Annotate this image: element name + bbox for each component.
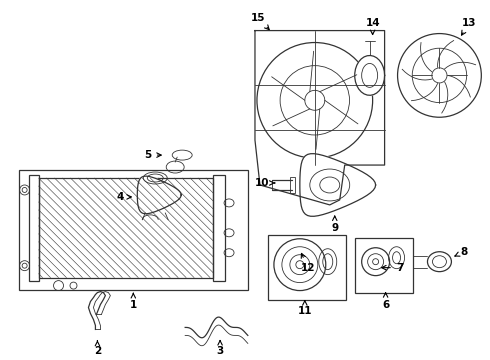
Text: 15: 15 [251, 13, 269, 30]
Bar [268, 235, 346, 300]
Bar [290, 177, 295, 193]
Polygon shape [255, 31, 385, 205]
Polygon shape [137, 176, 181, 214]
Text: 6: 6 [382, 293, 389, 310]
Text: 11: 11 [297, 301, 312, 316]
Bar [28, 175, 39, 280]
Bar [19, 170, 248, 289]
Text: 12: 12 [300, 253, 315, 273]
Polygon shape [300, 154, 376, 216]
Text: 2: 2 [94, 341, 101, 356]
Text: 14: 14 [366, 18, 380, 35]
Text: 8: 8 [455, 247, 468, 257]
Text: 3: 3 [217, 341, 224, 356]
Text: 13: 13 [462, 18, 477, 35]
Text: 5: 5 [145, 150, 161, 160]
Text: 7: 7 [382, 263, 403, 273]
Polygon shape [355, 55, 385, 95]
Text: 1: 1 [130, 293, 137, 310]
Text: 4: 4 [117, 192, 131, 202]
Text: 9: 9 [331, 216, 338, 233]
Bar [39, 178, 213, 278]
Text: 10: 10 [255, 178, 275, 188]
Bar [355, 238, 413, 293]
Bar [213, 175, 225, 280]
